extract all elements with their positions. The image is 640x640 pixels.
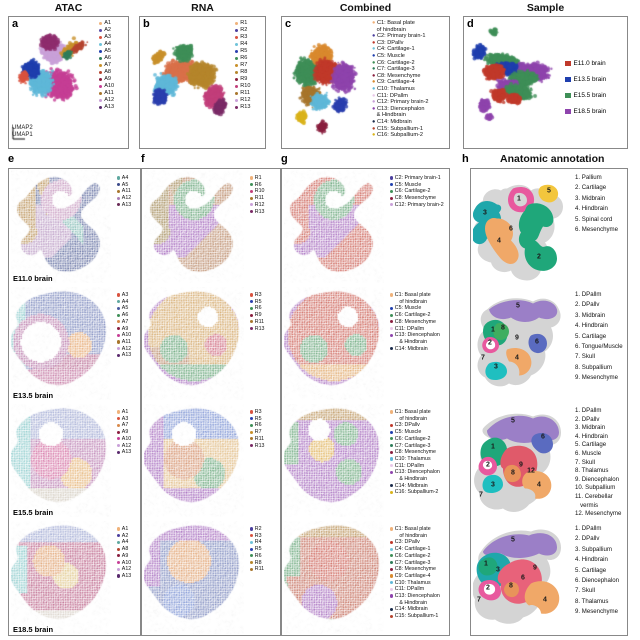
svg-text:7: 7: [481, 355, 485, 362]
svg-text:6: 6: [509, 226, 513, 233]
svg-text:8: 8: [509, 583, 513, 590]
svg-text:2: 2: [486, 462, 490, 469]
svg-text:6: 6: [521, 575, 525, 582]
svg-text:9: 9: [519, 462, 523, 469]
svg-text:4: 4: [543, 597, 547, 604]
svg-text:3: 3: [491, 482, 495, 489]
svg-text:5: 5: [511, 418, 515, 425]
svg-text:1: 1: [491, 444, 495, 451]
svg-text:2: 2: [486, 585, 490, 592]
svg-text:5: 5: [547, 188, 551, 195]
svg-text:7: 7: [479, 492, 483, 499]
svg-text:9: 9: [533, 565, 537, 572]
svg-text:6: 6: [535, 339, 539, 346]
svg-text:6: 6: [541, 434, 545, 441]
svg-text:1: 1: [517, 196, 521, 203]
svg-text:8: 8: [511, 470, 515, 477]
svg-text:4: 4: [497, 238, 501, 245]
svg-text:8: 8: [501, 325, 505, 332]
svg-text:3: 3: [494, 364, 498, 371]
svg-text:12: 12: [527, 468, 535, 475]
svg-text:2: 2: [537, 254, 541, 261]
svg-text:5: 5: [516, 303, 520, 310]
svg-text:3: 3: [496, 567, 500, 574]
svg-text:5: 5: [511, 537, 515, 544]
svg-text:9: 9: [515, 335, 519, 342]
svg-text:1: 1: [484, 561, 488, 568]
svg-text:3: 3: [483, 210, 487, 217]
svg-text:4: 4: [515, 355, 519, 362]
svg-text:2: 2: [488, 340, 492, 347]
svg-text:4: 4: [537, 482, 541, 489]
svg-text:7: 7: [477, 597, 481, 604]
svg-text:1: 1: [491, 327, 495, 334]
